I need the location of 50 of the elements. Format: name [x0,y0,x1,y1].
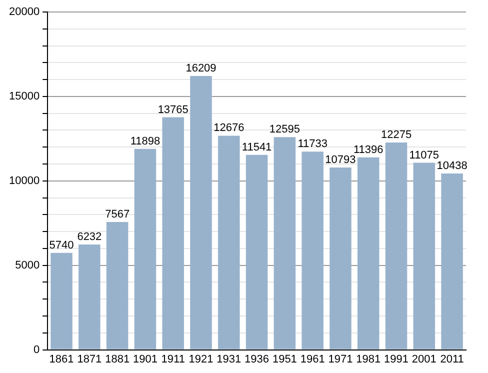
data-label: 11898 [130,135,160,148]
x-tick-label: 1961 [300,353,325,366]
data-label: 12275 [380,129,412,142]
data-label: 10793 [325,154,356,166]
data-label: 11733 [298,138,328,150]
data-label: 10438 [436,160,468,172]
x-tick-label: 1931 [216,353,242,366]
x-tick-label: 1881 [105,353,130,366]
x-tick-label: 1921 [188,353,214,366]
bar [134,148,156,350]
data-label: 13765 [158,104,188,116]
data-label: 16209 [186,62,216,75]
x-tick-label: 1981 [356,353,381,366]
x-tick-label: 1911 [161,353,185,366]
bar [302,152,324,350]
data-label: 12595 [269,124,300,136]
bar [78,244,100,350]
data-label: 5740 [49,239,74,252]
x-tick-label: 1951 [272,353,297,366]
bar [330,168,352,350]
y-tick-label: 15000 [8,90,40,102]
bar [106,222,128,350]
data-label: 6232 [77,231,102,244]
bar [357,157,380,350]
data-label: 11075 [409,149,440,162]
bar [274,137,296,350]
data-label: 11396 [353,144,384,156]
x-tick-label: 1871 [77,353,102,366]
bar [50,252,72,350]
y-tick-label: 5000 [15,259,40,272]
x-tick-label: 2001 [412,353,436,366]
x-tick-label: 1971 [328,353,353,366]
bar [441,174,463,350]
y-tick-label: 20000 [8,6,40,18]
x-tick-label: 1936 [244,353,270,366]
bar [413,162,436,350]
bar [385,142,408,350]
bar [246,154,268,350]
data-label: 7567 [105,208,130,221]
x-tick-label: 1991 [384,353,409,366]
x-tick-label: 1861 [49,353,74,366]
bar [190,76,212,350]
x-tick-label: 1901 [132,353,158,366]
x-tick-label: 2011 [440,353,464,366]
y-tick-label: 10000 [8,174,40,187]
bar [218,136,240,350]
data-label: 12676 [214,122,244,134]
y-tick-label: 0 [33,344,40,356]
data-label: 11541 [242,141,272,154]
bar [162,117,184,350]
